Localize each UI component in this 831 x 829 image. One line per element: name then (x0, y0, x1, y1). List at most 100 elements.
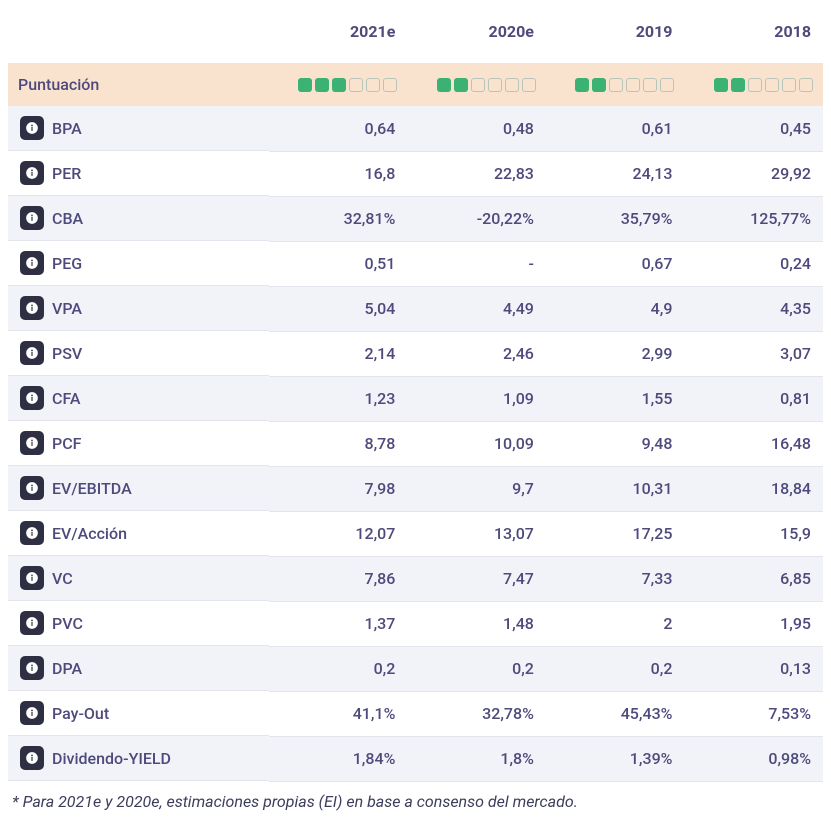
row-label-cell: CBA (8, 196, 269, 241)
score-row: Puntuación (8, 63, 823, 106)
info-icon[interactable] (20, 566, 44, 590)
value-cell: 6,85 (684, 556, 823, 601)
row-label-cell: PEG (8, 241, 269, 286)
value-cell: 9,48 (546, 421, 685, 466)
value-cell: 10,09 (407, 421, 546, 466)
table-row: PVC 1,371,4821,95 (8, 601, 823, 646)
rating-box-off (488, 78, 502, 92)
header-row: 2021e 2020e 2019 2018 (8, 8, 823, 63)
info-icon[interactable] (20, 386, 44, 410)
value-cell: 1,37 (269, 601, 408, 646)
row-label: VPA (52, 299, 82, 318)
metrics-table: 2021e 2020e 2019 2018 PuntuaciónBPA0,640… (8, 8, 823, 782)
table-row: Dividendo-YIELD1,84%1,8%1,39%0,98% (8, 736, 823, 781)
value-cell: 29,92 (684, 151, 823, 196)
value-cell: 0,13 (684, 646, 823, 691)
info-icon[interactable] (20, 701, 44, 725)
info-icon[interactable] (20, 116, 44, 140)
rating-box-off (609, 78, 623, 92)
table-row: DPA0,20,20,20,13 (8, 646, 823, 691)
info-icon[interactable] (20, 476, 44, 500)
table-row: PEG0,51-0,670,24 (8, 241, 823, 286)
row-label-cell: PER (8, 151, 269, 196)
rating-box-on (731, 78, 745, 92)
value-cell: 13,07 (407, 511, 546, 556)
table-row: CBA32,81%-20,22%35,79%125,77% (8, 196, 823, 241)
rating-box-on (332, 78, 346, 92)
row-label: CBA (52, 209, 83, 228)
table-row: BPA0,640,480,610,45 (8, 106, 823, 151)
info-icon[interactable] (20, 431, 44, 455)
row-label-cell: BPA (8, 106, 269, 151)
rating-box-on (575, 78, 589, 92)
row-label: PEG (52, 254, 82, 273)
row-label: PVC (52, 614, 83, 633)
value-cell: 12,07 (269, 511, 408, 556)
row-label: PER (52, 164, 81, 183)
rating-box-on (592, 78, 606, 92)
header-col-0: 2021e (269, 8, 408, 63)
value-cell: -20,22% (407, 196, 546, 241)
value-cell: 0,45 (684, 106, 823, 151)
row-label-cell: EV/EBITDA (8, 466, 269, 511)
value-cell: 2 (546, 601, 685, 646)
rating-box-off (505, 78, 519, 92)
rating-box-on (454, 78, 468, 92)
row-label-cell: Dividendo-YIELD (8, 736, 269, 781)
info-icon[interactable] (20, 206, 44, 230)
row-label-cell: VC (8, 556, 269, 601)
rating-indicator (556, 78, 675, 92)
value-cell: 2,99 (546, 331, 685, 376)
value-cell: 32,81% (269, 196, 408, 241)
table-row: PCF8,7810,099,4816,48 (8, 421, 823, 466)
row-label-cell: PCF (8, 421, 269, 466)
row-label-cell: CFA (8, 376, 269, 421)
rating-box-off (660, 78, 674, 92)
value-cell: 4,49 (407, 286, 546, 331)
value-cell: 17,25 (546, 511, 685, 556)
rating-indicator (417, 78, 536, 92)
value-cell: 22,83 (407, 151, 546, 196)
value-cell: 4,35 (684, 286, 823, 331)
header-col-3: 2018 (684, 8, 823, 63)
value-cell: 24,13 (546, 151, 685, 196)
value-cell: 35,79% (546, 196, 685, 241)
value-cell: 9,7 (407, 466, 546, 511)
value-cell: 1,95 (684, 601, 823, 646)
row-label: PSV (52, 344, 82, 363)
value-cell: 8,78 (269, 421, 408, 466)
info-icon[interactable] (20, 746, 44, 770)
value-cell: 7,86 (269, 556, 408, 601)
row-label: EV/Acción (52, 524, 127, 543)
table-row: VC7,867,477,336,85 (8, 556, 823, 601)
value-cell: 3,07 (684, 331, 823, 376)
info-icon[interactable] (20, 341, 44, 365)
value-cell: 0,24 (684, 241, 823, 286)
value-cell: 1,48 (407, 601, 546, 646)
value-cell: 45,43% (546, 691, 685, 736)
info-icon[interactable] (20, 161, 44, 185)
table-row: EV/EBITDA7,989,710,3118,84 (8, 466, 823, 511)
value-cell: 16,8 (269, 151, 408, 196)
value-cell: 0,81 (684, 376, 823, 421)
value-cell: 15,9 (684, 511, 823, 556)
rating-box-off (799, 78, 813, 92)
info-icon[interactable] (20, 251, 44, 275)
value-cell: 0,67 (546, 241, 685, 286)
score-cell (546, 63, 685, 106)
rating-box-on (437, 78, 451, 92)
row-label: EV/EBITDA (52, 479, 132, 498)
rating-box-off (349, 78, 363, 92)
info-icon[interactable] (20, 611, 44, 635)
score-cell (684, 63, 823, 106)
info-icon[interactable] (20, 656, 44, 680)
table-row: CFA1,231,091,550,81 (8, 376, 823, 421)
row-label-cell: PSV (8, 331, 269, 376)
rating-box-off (748, 78, 762, 92)
info-icon[interactable] (20, 521, 44, 545)
value-cell: - (407, 241, 546, 286)
info-icon[interactable] (20, 296, 44, 320)
value-cell: 41,1% (269, 691, 408, 736)
header-col-2: 2019 (546, 8, 685, 63)
value-cell: 2,14 (269, 331, 408, 376)
